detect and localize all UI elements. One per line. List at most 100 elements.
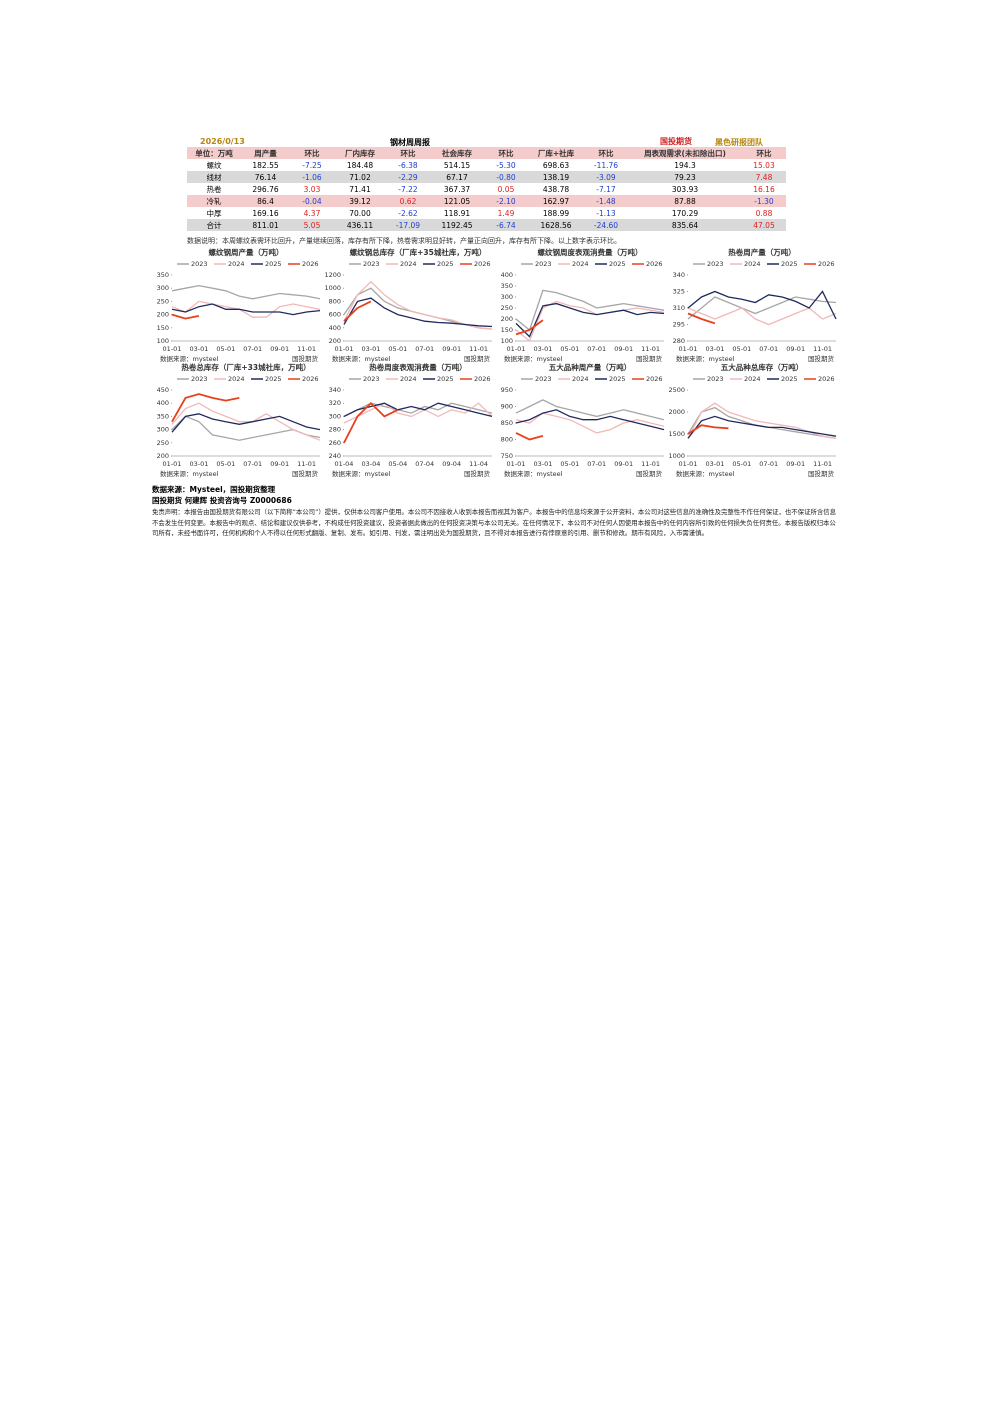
author: 国投期货 何建辉 投资咨询号 Z0000686: [152, 496, 292, 505]
x-tick-label: 05-04: [388, 460, 407, 468]
chart-source: 数据来源：mysteel: [160, 469, 219, 478]
y-tick-label: 340: [329, 386, 341, 394]
table-row: 线材 76.14 -1.06 71.02 -2.29 67.17 -0.80 138.19 -3…: [187, 171, 786, 183]
table-cell: -6.38: [398, 160, 418, 170]
series-line: [343, 402, 493, 424]
series-line: [515, 319, 544, 336]
chart-source: 数据来源：mysteel: [160, 354, 219, 363]
chart-title: 热卷总库存（厂库+33城社库，万吨）: [181, 362, 310, 372]
series-line: [515, 432, 544, 441]
x-tick-label: 07-01: [587, 345, 606, 353]
chart-logo: 国投期货: [292, 469, 319, 478]
x-tick-label: 11-01: [813, 345, 832, 353]
column-header: 环比: [386, 147, 430, 159]
legend-label: 2024: [228, 375, 245, 383]
y-tick-label: 850: [501, 419, 513, 427]
y-tick-label: 310: [673, 304, 685, 312]
table-cell: 162.97: [528, 195, 584, 207]
legend-label: 2026: [302, 375, 319, 383]
x-tick-label: 01-04: [335, 460, 354, 468]
table-cell: 188.99: [542, 208, 570, 218]
table-cell: -2.62: [398, 208, 418, 218]
y-tick-label: 150: [157, 324, 169, 332]
table-cell: 47.05: [742, 219, 786, 231]
legend-label: 2025: [265, 375, 282, 383]
chart-logo: 国投期货: [292, 354, 319, 363]
series-line: [171, 393, 240, 423]
x-tick-label: 01-01: [679, 460, 698, 468]
chart-source: 数据来源：mysteel: [332, 354, 391, 363]
y-tick-label: 1000: [668, 452, 685, 460]
x-tick-label: 07-01: [243, 345, 262, 353]
table-cell: 0.88: [755, 208, 773, 218]
table-cell: 182.55: [252, 160, 279, 170]
x-tick-label: 11-01: [813, 460, 832, 468]
table-cell: -6.74: [484, 219, 528, 231]
y-tick-label: 800: [329, 297, 341, 305]
y-tick-label: 350: [157, 412, 169, 420]
legend-label: 2026: [818, 260, 835, 268]
x-tick-label: 07-01: [415, 345, 434, 353]
table-cell: -7.22: [398, 184, 418, 194]
x-tick-label: 03-01: [189, 345, 208, 353]
chart-logo: 国投期货: [808, 354, 835, 363]
series-line: [687, 415, 837, 439]
y-tick-label: 250: [157, 439, 169, 447]
legend-label: 2024: [400, 260, 417, 268]
x-tick-label: 03-01: [361, 345, 380, 353]
table-cell: 438.78: [542, 184, 570, 194]
y-tick-label: 300: [157, 426, 169, 434]
title: 钢材周周报: [390, 138, 430, 147]
column-header: 单位：万吨: [187, 147, 241, 159]
table-row: 冷轧 86.4 -0.04 39.12 0.62 121.05 -2.10 162.97 -1.…: [187, 195, 786, 207]
legend-label: 2025: [781, 375, 798, 383]
table-cell: 87.88: [628, 195, 742, 207]
chart-logo: 国投期货: [636, 469, 663, 478]
x-tick-label: 01-01: [335, 345, 354, 353]
chart-title: 螺纹钢总库存（厂库+35城社库，万吨）: [350, 247, 487, 257]
series-line: [687, 290, 837, 320]
table-cell: -2.10: [484, 195, 528, 207]
x-tick-label: 05-01: [216, 460, 235, 468]
table-cell: -5.30: [496, 160, 516, 170]
chart-source: 数据来源：mysteel: [504, 354, 563, 363]
table-cell: 67.17: [430, 171, 484, 183]
legend-label: 2024: [744, 260, 761, 268]
x-tick-label: 11-04: [469, 460, 488, 468]
table-cell: -1.13: [596, 208, 616, 218]
table-cell: 303.93: [671, 184, 699, 194]
y-tick-label: 250: [501, 304, 513, 312]
x-tick-label: 03-01: [705, 345, 724, 353]
series-line: [687, 424, 729, 435]
legend-label: 2025: [437, 375, 454, 383]
date: 2026/0/13: [200, 137, 245, 146]
y-tick-label: 100: [157, 337, 169, 345]
x-tick-label: 09-01: [442, 345, 461, 353]
table-row: 中厚 169.16 4.37 70.00 -2.62 118.91 1.49 188.99 -1…: [187, 207, 786, 219]
table-cell: -2.29: [386, 171, 430, 183]
series-line: [515, 289, 665, 332]
chart-title: 螺纹钢周产量（万吨）: [209, 247, 284, 257]
team: 黑色研报团队: [715, 138, 763, 147]
series-line: [687, 307, 837, 326]
y-tick-label: 280: [673, 337, 685, 345]
legend-label: 2023: [363, 375, 380, 383]
y-tick-label: 600: [329, 311, 341, 319]
y-tick-label: 325: [673, 288, 685, 296]
table-cell: 121.05: [430, 195, 484, 207]
legend-label: 2024: [744, 375, 761, 383]
x-tick-label: 11-01: [297, 345, 316, 353]
y-tick-label: 350: [157, 271, 169, 279]
x-tick-label: 11-01: [641, 460, 660, 468]
legend-label: 2024: [400, 375, 417, 383]
series-line: [343, 297, 493, 328]
chart-logo: 国投期货: [464, 469, 491, 478]
x-tick-label: 03-04: [361, 460, 380, 468]
y-tick-label: 200: [157, 311, 169, 319]
y-tick-label: 350: [501, 282, 513, 290]
x-tick-label: 03-01: [533, 460, 552, 468]
table-cell: -3.09: [584, 171, 628, 183]
column-header: 环比: [290, 147, 334, 159]
table-cell: 0.05: [497, 184, 515, 194]
